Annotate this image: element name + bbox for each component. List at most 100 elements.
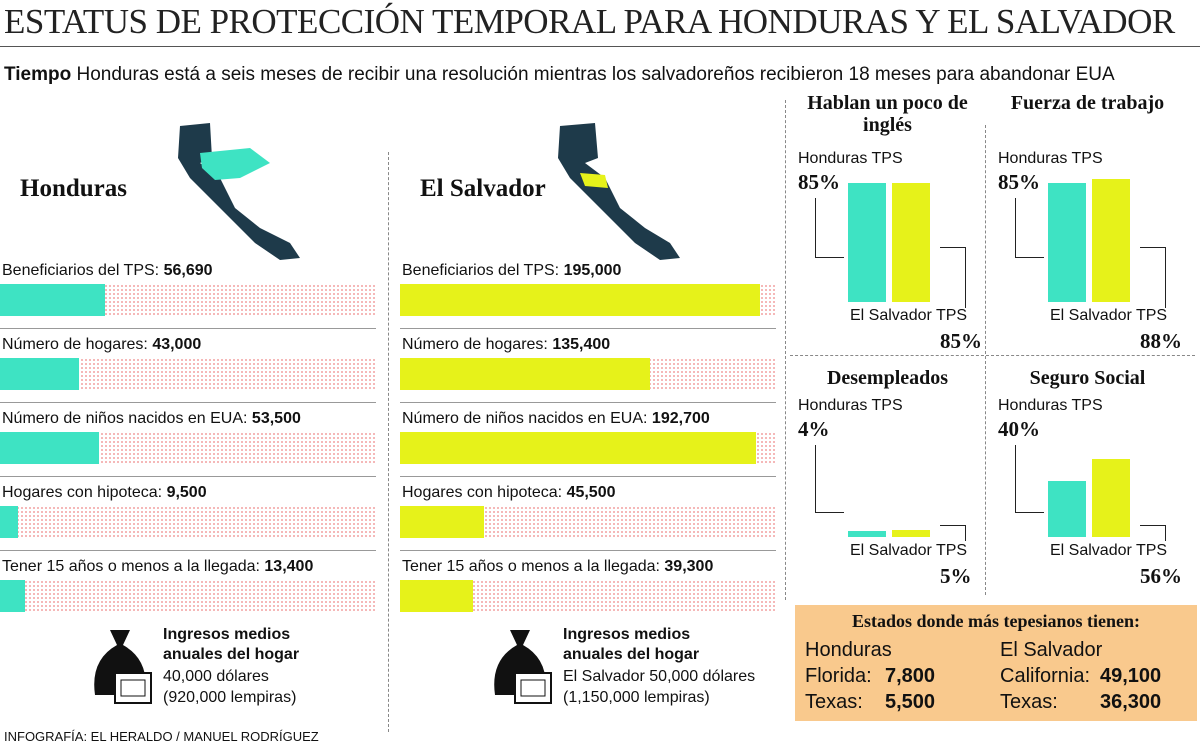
separator [400, 550, 776, 551]
value-label: 40% [998, 417, 1040, 441]
income-title: Ingresos medios anuales del hogar [163, 626, 300, 663]
value: 43,000 [152, 336, 202, 353]
value-label: 5% [940, 564, 972, 588]
label: Hogares con hipoteca: [402, 484, 563, 501]
row-label: Beneficiarios del TPS: 56,690 [2, 262, 213, 280]
map [558, 123, 680, 260]
income-title: Ingresos medios anuales del hogar [563, 626, 700, 663]
bar [892, 530, 930, 537]
income-line: (920,000 lempiras) [163, 689, 297, 706]
divider [388, 152, 389, 732]
label: Número de hogares: [2, 336, 148, 353]
connector [940, 247, 966, 308]
bar [400, 506, 484, 538]
group-name: El Salvador [1000, 639, 1103, 661]
bar [892, 183, 930, 302]
bar [0, 284, 105, 316]
bar [0, 580, 25, 612]
connector [815, 198, 844, 258]
comparison-title: Seguro Social [1029, 367, 1146, 389]
row-label: Tener 15 años o menos a la llegada: 13,4… [2, 558, 313, 576]
divider [785, 100, 786, 600]
value: 135,400 [552, 336, 611, 353]
label: Número de niños nacidos en EUA: [402, 410, 648, 427]
money-icon [485, 625, 555, 715]
bar [1048, 481, 1086, 537]
value: 53,500 [251, 410, 301, 427]
bar [848, 183, 886, 302]
row-label: Número de hogares: 135,400 [402, 336, 610, 354]
value-label: 4% [798, 417, 830, 441]
credit: INFOGRAFÍA: EL HERALDO / MANUEL RODRÍGUE… [4, 729, 319, 744]
row-label: Beneficiarios del TPS: 195,000 [402, 262, 621, 280]
label: Beneficiarios del TPS: [2, 262, 160, 279]
value: 39,300 [664, 558, 714, 575]
row-label: Número de niños nacidos en EUA: 53,500 [2, 410, 301, 428]
separator [0, 476, 376, 477]
value-label: 56% [1140, 564, 1182, 588]
state-value: 36,300 [1100, 691, 1162, 713]
bar [400, 284, 760, 316]
separator [400, 328, 776, 329]
separator [400, 476, 776, 477]
separator [0, 550, 376, 551]
money-icon [494, 630, 552, 704]
country-name: El Salvador [420, 175, 546, 202]
value: 9,500 [166, 484, 207, 501]
comparison-title: Hablan un poco de inglés [807, 92, 968, 136]
bar [848, 531, 886, 537]
states-title: Estados donde más tepesianos tienen: [851, 611, 1141, 631]
lead: Tiempo Honduras está a seis meses de rec… [4, 62, 1194, 87]
map [178, 123, 300, 260]
series-label: El Salvador TPS [1050, 307, 1168, 324]
value: 192,700 [651, 410, 710, 427]
value-label: 85% [940, 329, 982, 353]
row-label: Número de niños nacidos en EUA: 192,700 [402, 410, 710, 428]
value: 45,500 [566, 484, 616, 501]
value: 13,400 [264, 558, 314, 575]
state-name: California: [1000, 665, 1091, 687]
comparison-title: Desempleados [826, 367, 949, 389]
state-name: Texas: [1000, 691, 1058, 713]
divider [790, 355, 1195, 356]
series-label: El Salvador TPS [850, 542, 968, 559]
row-label: Número de hogares: 43,000 [2, 336, 201, 354]
bar [1048, 183, 1086, 302]
bar [400, 580, 473, 612]
value: 195,000 [563, 262, 622, 279]
connector [1140, 247, 1166, 308]
lead-text: Honduras está a seis meses de recibir un… [76, 64, 1115, 85]
separator [400, 402, 776, 403]
bar [0, 506, 18, 538]
title: ESTATUS DE PROTECCIÓN TEMPORAL PARA HOND… [4, 2, 1175, 41]
value-label: 85% [998, 170, 1040, 194]
row-label: Hogares con hipoteca: 45,500 [402, 484, 616, 502]
income-line: 40,000 dólares [163, 668, 269, 685]
series-label: Honduras TPS [798, 150, 903, 167]
money-icon [85, 625, 155, 715]
bar [400, 432, 756, 464]
label: Número de niños nacidos en EUA: [2, 410, 248, 427]
label: Beneficiarios del TPS: [402, 262, 560, 279]
income-line: (1,150,000 lempiras) [563, 689, 710, 706]
label: Hogares con hipoteca: [2, 484, 163, 501]
series-label: El Salvador TPS [1050, 542, 1168, 559]
income-line: El Salvador 50,000 dólares [563, 668, 756, 685]
group-name: Honduras [805, 639, 892, 661]
state-value: 7,800 [885, 665, 936, 687]
money-icon [94, 630, 152, 704]
track [0, 580, 376, 612]
value: 56,690 [163, 262, 213, 279]
value-label: 85% [798, 170, 840, 194]
lead-bold: Tiempo [4, 64, 72, 85]
separator [0, 328, 376, 329]
series-label: Honduras TPS [998, 397, 1103, 414]
bar [400, 358, 650, 390]
bar [1092, 178, 1130, 302]
connector [940, 525, 966, 541]
state-value: 49,100 [1100, 665, 1162, 687]
rule [0, 46, 1200, 47]
connector [1140, 525, 1166, 541]
state-value: 5,500 [885, 691, 936, 713]
